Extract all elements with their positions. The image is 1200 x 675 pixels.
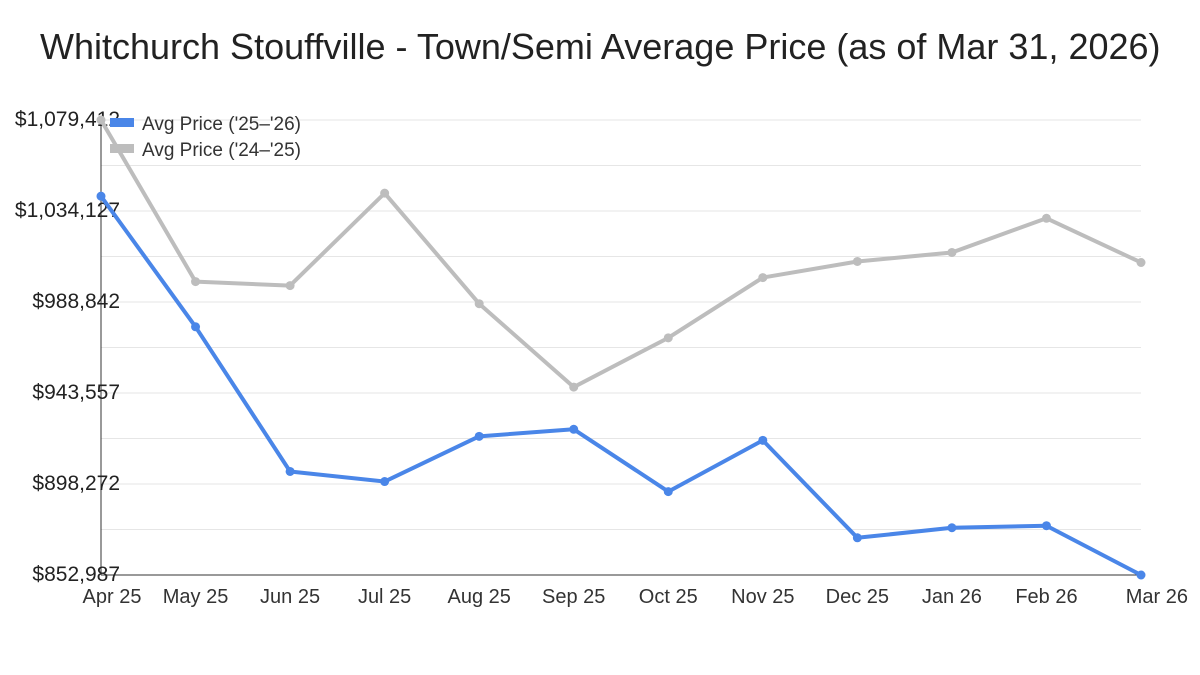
data-point bbox=[96, 191, 106, 201]
x-tick-label: Jun 25 bbox=[260, 586, 320, 608]
legend-label-series-2: Avg Price ('24–'25) bbox=[142, 140, 301, 161]
y-tick-label: $1,079,412 bbox=[15, 108, 120, 131]
data-point bbox=[285, 281, 295, 291]
data-point bbox=[852, 533, 862, 543]
y-tick-label: $898,272 bbox=[32, 472, 120, 495]
data-point bbox=[1136, 570, 1146, 580]
data-point bbox=[663, 333, 673, 343]
data-point bbox=[569, 424, 579, 434]
x-tick-label: Aug 25 bbox=[447, 586, 510, 608]
data-point bbox=[380, 188, 390, 198]
data-point bbox=[569, 382, 579, 392]
x-tick-label: May 25 bbox=[163, 586, 229, 608]
series-line bbox=[99, 194, 1143, 577]
data-point bbox=[852, 256, 862, 266]
x-tick-label: Sep 25 bbox=[542, 586, 605, 608]
grid bbox=[101, 119, 1141, 530]
data-point bbox=[947, 523, 957, 533]
x-tick-label: Feb 26 bbox=[1015, 586, 1077, 608]
y-tick-label: $943,557 bbox=[32, 381, 120, 404]
data-point bbox=[758, 435, 768, 445]
data-point bbox=[474, 431, 484, 441]
data-point bbox=[947, 247, 957, 257]
series-2 bbox=[96, 115, 1146, 392]
data-point bbox=[1136, 257, 1146, 267]
x-tick-label: Jan 26 bbox=[922, 586, 982, 608]
legend: Avg Price ('25–'26) Avg Price ('24–'25) bbox=[110, 114, 301, 161]
x-tick-label: Nov 25 bbox=[731, 586, 794, 608]
data-point bbox=[1041, 521, 1051, 531]
legend-swatch-series-1 bbox=[110, 118, 134, 127]
data-point bbox=[663, 487, 673, 497]
series-line bbox=[99, 118, 1143, 390]
x-tick-label: Jul 25 bbox=[358, 586, 411, 608]
data-point bbox=[191, 277, 201, 287]
data-point bbox=[758, 273, 768, 283]
data-point bbox=[191, 322, 201, 332]
data-point bbox=[380, 477, 390, 487]
data-point bbox=[474, 299, 484, 309]
series-1 bbox=[96, 191, 1146, 580]
x-tick-label: Mar 26 bbox=[1126, 586, 1188, 608]
legend-swatch-series-2 bbox=[110, 144, 134, 153]
x-tick-label: Apr 25 bbox=[83, 586, 142, 608]
y-tick-label: $1,034,127 bbox=[15, 199, 120, 222]
x-tick-label: Oct 25 bbox=[639, 586, 698, 608]
axes: $852,987 $898,272 $943,557 $988,842 $1,034,1… bbox=[15, 108, 1188, 608]
data-point bbox=[285, 466, 295, 476]
data-point bbox=[96, 115, 106, 125]
series bbox=[96, 115, 1146, 580]
data-point bbox=[1041, 213, 1051, 223]
y-tick-label: $988,842 bbox=[32, 290, 120, 313]
chart-title: Whitchurch Stouffville - Town/Semi Avera… bbox=[40, 26, 1161, 67]
legend-label-series-1: Avg Price ('25–'26) bbox=[142, 114, 301, 135]
y-tick-label: $852,987 bbox=[32, 563, 120, 586]
x-tick-label: Dec 25 bbox=[826, 586, 889, 608]
